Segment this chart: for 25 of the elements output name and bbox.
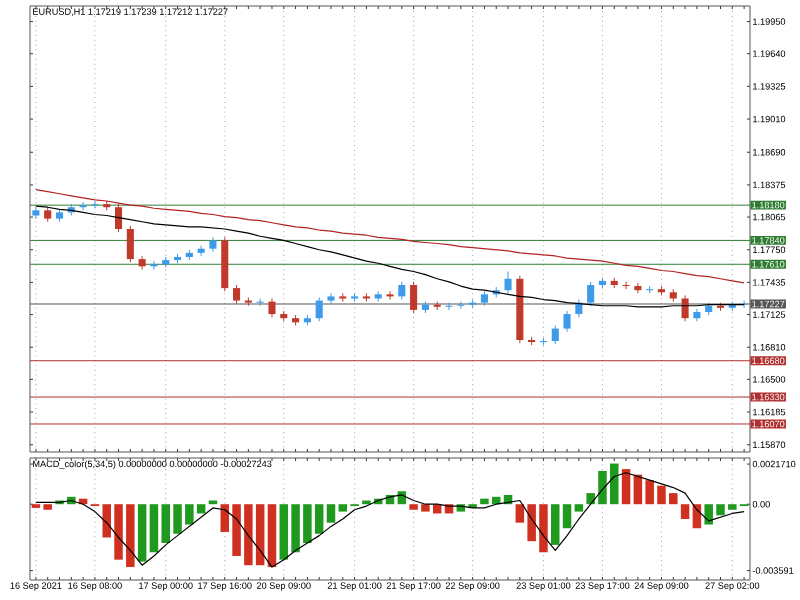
candlestick xyxy=(233,284,241,305)
bar xyxy=(137,504,147,562)
candlestick xyxy=(634,282,642,294)
candlestick xyxy=(114,203,123,233)
candlestick xyxy=(551,324,559,345)
bar xyxy=(267,504,277,568)
bar xyxy=(574,504,584,512)
candlestick xyxy=(504,271,512,294)
candlestick xyxy=(410,281,418,314)
candlestick xyxy=(681,294,689,322)
candlestick xyxy=(315,296,323,322)
bar xyxy=(680,504,690,519)
candlestick xyxy=(126,225,134,263)
candlestick xyxy=(693,308,701,322)
candlestick xyxy=(587,281,595,307)
candlestick xyxy=(563,310,571,333)
bar xyxy=(326,504,336,523)
candlestick xyxy=(327,292,335,305)
candlestick xyxy=(256,297,264,307)
candlestick xyxy=(197,245,205,257)
candlestick xyxy=(268,297,276,318)
candlestick xyxy=(138,255,146,270)
candlestick xyxy=(32,206,40,220)
bar xyxy=(621,469,631,505)
candlestick xyxy=(221,236,229,292)
